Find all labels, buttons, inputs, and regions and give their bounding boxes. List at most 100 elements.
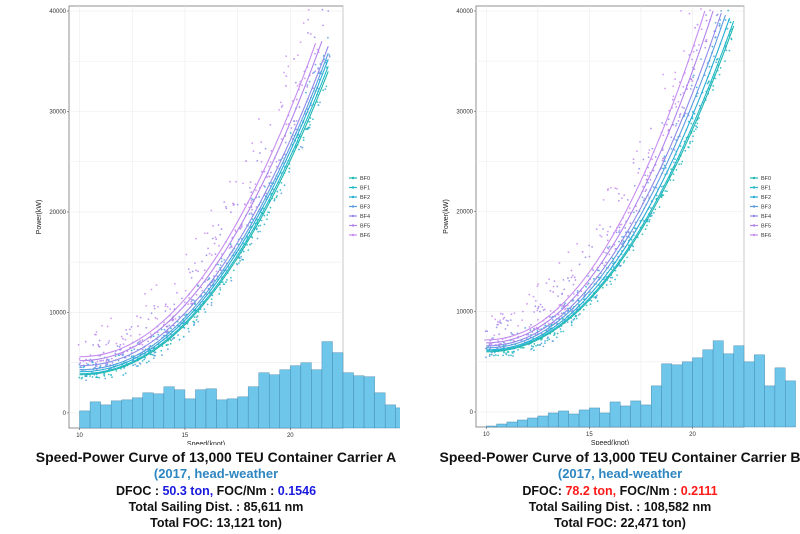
scatter-point-bf0 bbox=[489, 353, 491, 356]
scatter-point-bf5 bbox=[696, 23, 699, 26]
scatter-point-bf6 bbox=[280, 138, 283, 140]
scatter-point-bf3 bbox=[529, 329, 532, 332]
scatter-point-bf1 bbox=[729, 21, 732, 24]
scatter-point-bf2 bbox=[147, 360, 150, 363]
histogram-bar bbox=[174, 389, 186, 429]
scatter-point-bf5 bbox=[549, 290, 552, 292]
fit-curve-bf1 bbox=[486, 20, 735, 352]
scatter-point-bf3 bbox=[572, 299, 575, 302]
scatter-point-bf6 bbox=[537, 318, 539, 321]
scatter-point-bf3 bbox=[511, 333, 514, 336]
scatter-point-bf5 bbox=[251, 208, 254, 211]
scatter-point-bf6 bbox=[602, 198, 605, 201]
histogram-bar bbox=[630, 400, 642, 428]
legend-label-bf2: BF2 bbox=[360, 195, 370, 201]
legend-label-bf5: BF5 bbox=[360, 224, 370, 230]
scatter-point-bf3 bbox=[652, 186, 655, 189]
scatter-point-bf0 bbox=[601, 286, 604, 289]
scatter-point-bf4 bbox=[294, 81, 297, 84]
scatter-point-bf6 bbox=[307, 8, 310, 11]
scatter-point-bf6 bbox=[281, 104, 284, 107]
scatter-point-bf1 bbox=[611, 257, 614, 260]
scatter-point-bf3 bbox=[577, 314, 580, 316]
scatter-point-bf3 bbox=[540, 342, 543, 345]
scatter-point-bf6 bbox=[195, 237, 198, 240]
scatter-point-bf5 bbox=[595, 228, 598, 231]
scatter-point-bf4 bbox=[633, 184, 636, 187]
scatter-point-bf2 bbox=[718, 22, 721, 25]
histogram-bar bbox=[79, 410, 91, 429]
scatter-point-bf0 bbox=[78, 376, 81, 379]
histogram-bar bbox=[353, 375, 365, 429]
scatter-point-bf4 bbox=[592, 269, 595, 272]
scatter-point-bf3 bbox=[134, 363, 137, 366]
scatter-point-bf3 bbox=[308, 80, 311, 83]
scatter-point-bf3 bbox=[117, 354, 120, 357]
scatter-point-bf5 bbox=[213, 242, 216, 245]
scatter-point-bf4 bbox=[139, 340, 142, 343]
histogram-bar bbox=[527, 417, 539, 428]
chart-subtitle-a: (2017, head-weather bbox=[153, 466, 279, 481]
scatter-point-bf2 bbox=[130, 355, 133, 358]
scatter-point-bf4 bbox=[714, 36, 717, 38]
scatter-point-bf4 bbox=[673, 148, 676, 151]
scatter-point-bf5 bbox=[232, 202, 234, 205]
legend-dot-bf4 bbox=[752, 214, 756, 218]
scatter-point-bf6 bbox=[301, 84, 303, 87]
scatter-point-bf3 bbox=[230, 279, 233, 282]
scatter-point-bf6 bbox=[210, 254, 213, 256]
scatter-point-bf4 bbox=[620, 243, 623, 246]
total-foc-b: Total FOC: 22,471 ton) bbox=[554, 516, 686, 530]
fit-curve-bf4 bbox=[486, 12, 722, 347]
scatter-point-bf1 bbox=[610, 283, 613, 286]
scatter-point-bf1 bbox=[632, 249, 635, 252]
dfoc-value-b: 78.2 ton, bbox=[565, 484, 617, 498]
scatter-point-bf4 bbox=[145, 326, 148, 329]
scatter-point-bf0 bbox=[89, 375, 91, 377]
scatter-point-bf5 bbox=[263, 184, 265, 187]
scatter-point-bf0 bbox=[585, 304, 588, 307]
scatter-point-bf5 bbox=[709, 9, 711, 12]
histogram-bar bbox=[363, 376, 375, 429]
scatter-point-bf5 bbox=[700, 8, 702, 10]
scatter-point-bf2 bbox=[226, 278, 228, 281]
scatter-point-bf2 bbox=[648, 218, 651, 221]
scatter-point-bf3 bbox=[210, 304, 213, 307]
scatter-point-bf6 bbox=[96, 360, 99, 363]
scatter-point-bf6 bbox=[623, 194, 626, 196]
scatter-point-bf5 bbox=[614, 248, 617, 250]
scatter-point-bf5 bbox=[586, 283, 589, 286]
scatter-point-bf3 bbox=[195, 316, 198, 319]
scatter-point-bf2 bbox=[692, 135, 694, 138]
scatter-point-bf2 bbox=[715, 61, 718, 64]
histogram-bar bbox=[743, 361, 755, 428]
scatter-point-bf5 bbox=[322, 24, 325, 27]
scatter-point-bf5 bbox=[77, 344, 80, 346]
scatter-point-bf2 bbox=[693, 112, 696, 115]
scatter-point-bf6 bbox=[680, 9, 682, 12]
fit-curve-bf2 bbox=[486, 17, 731, 351]
legend-dot-bf0 bbox=[752, 176, 756, 180]
scatter-point-bf2 bbox=[289, 132, 292, 134]
scatter-point-bf5 bbox=[292, 120, 295, 123]
scatter-point-bf6 bbox=[233, 203, 236, 206]
scatter-point-bf6 bbox=[543, 308, 546, 311]
y-tick-label: 10000 bbox=[456, 310, 473, 316]
histogram-bar bbox=[651, 385, 662, 428]
scatter-point-bf4 bbox=[678, 116, 681, 118]
scatter-point-bf6 bbox=[278, 108, 280, 111]
scatter-point-bf0 bbox=[546, 339, 549, 342]
histogram-bar bbox=[496, 423, 508, 428]
scatter-point-bf5 bbox=[497, 321, 499, 323]
scatter-point-bf6 bbox=[299, 41, 302, 44]
scatter-point-bf5 bbox=[147, 340, 149, 343]
scatter-point-bf2 bbox=[695, 86, 698, 89]
histogram-bar bbox=[153, 393, 165, 429]
scatter-point-bf5 bbox=[224, 205, 227, 208]
scatter-point-bf6 bbox=[106, 325, 109, 328]
scatter-point-bf0 bbox=[288, 167, 291, 170]
scatter-point-bf5 bbox=[652, 169, 655, 172]
scatter-point-bf5 bbox=[681, 106, 684, 109]
x-tick-label: 15 bbox=[182, 433, 189, 439]
scatter-point-bf5 bbox=[249, 181, 252, 184]
